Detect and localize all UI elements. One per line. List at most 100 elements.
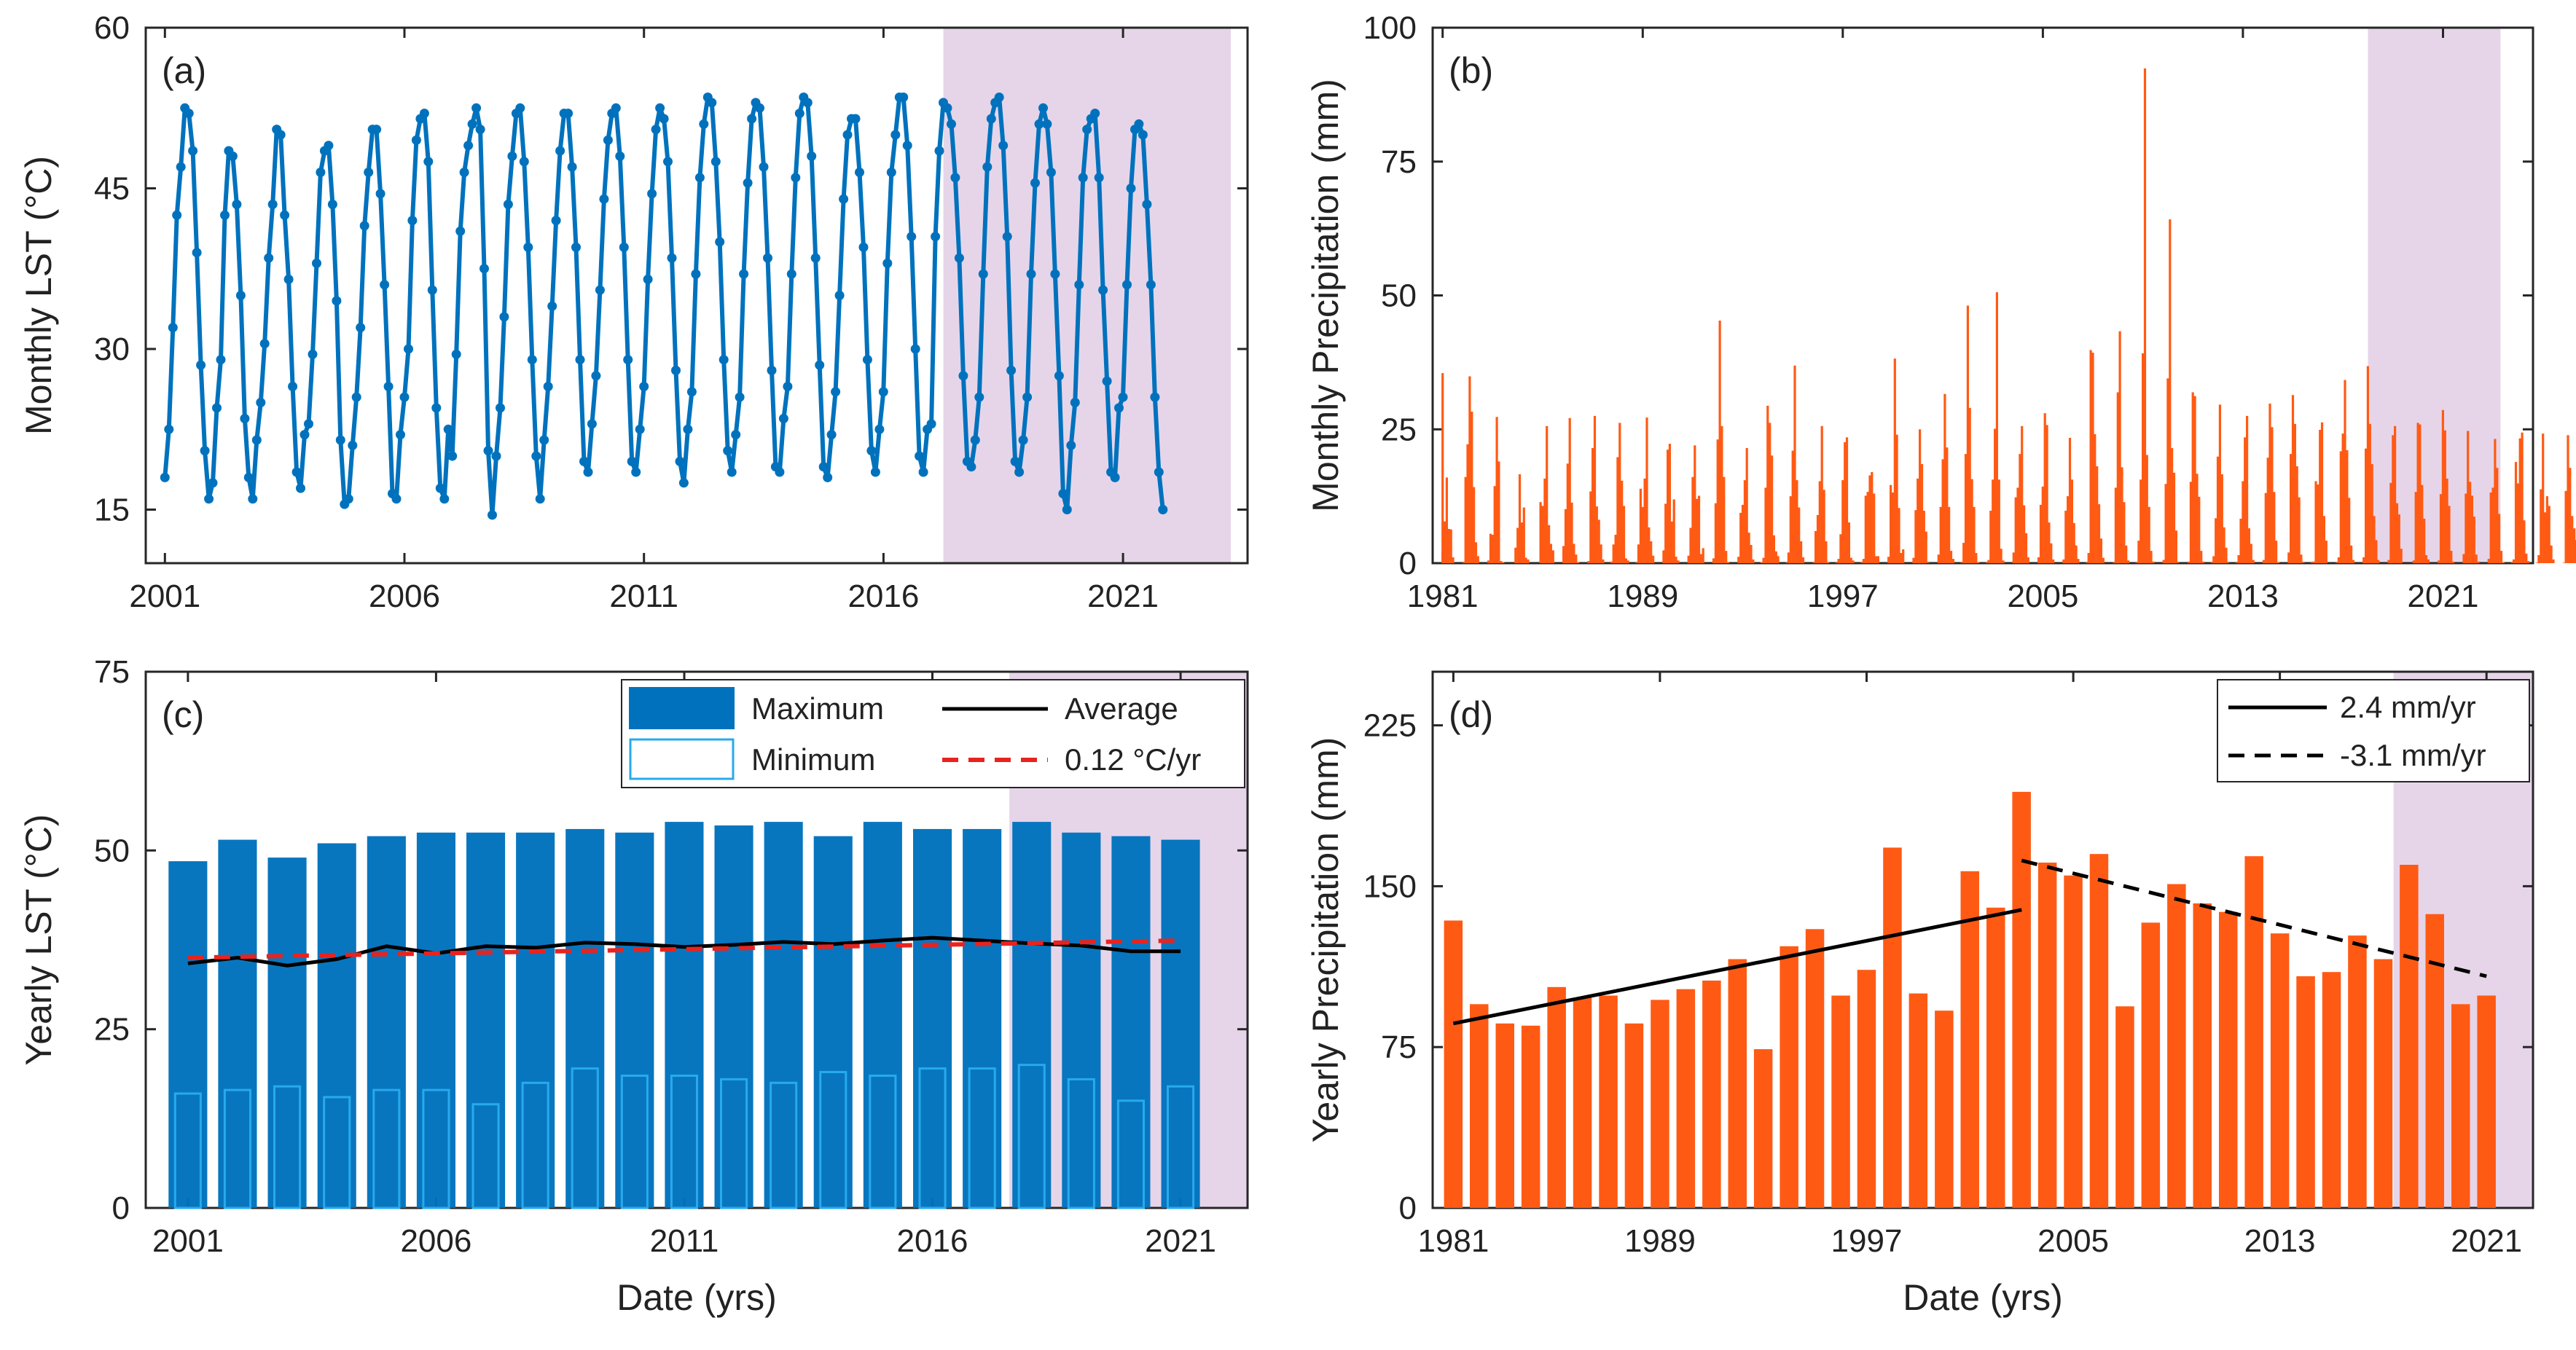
precip-bar (1741, 504, 1745, 563)
precip-bar (1691, 476, 1694, 563)
yearly-precip-bar (1857, 970, 1876, 1208)
lst-point (1134, 119, 1144, 129)
lst-point (802, 98, 813, 108)
lst-point (447, 451, 458, 461)
lst-point (184, 109, 194, 119)
lst-point (866, 446, 877, 456)
precip-bar (1873, 493, 1876, 563)
precip-bar (1752, 559, 1755, 563)
precip-bar (1466, 444, 1469, 563)
legend-label-decreasing: -3.1 mm/yr (2340, 738, 2486, 772)
lst-point (543, 382, 553, 391)
lst-point (791, 173, 801, 183)
precip-bar (2575, 540, 2576, 563)
x-tick-label: 2013 (2244, 1223, 2316, 1259)
yearly-precip-bar (2244, 856, 2263, 1208)
precip-bar (2543, 512, 2547, 563)
lst-point (383, 382, 394, 391)
precip-bar (1860, 562, 1863, 563)
lst-point (667, 253, 677, 263)
lst-point (691, 269, 701, 279)
lst-point (571, 242, 581, 252)
lst-point (611, 103, 621, 113)
lst-point (296, 483, 305, 493)
y-axis-label: Monthly LST (°C) (18, 156, 59, 435)
x-tick-label: 2013 (2207, 578, 2279, 614)
precip-bar (2062, 559, 2065, 563)
precip-bar (1902, 549, 1905, 563)
lst-point (587, 419, 597, 429)
precip-bar (1777, 556, 1780, 563)
lst-point (1154, 467, 1164, 477)
precip-bar (1827, 562, 1830, 563)
precip-bar (1548, 525, 1551, 563)
lst-point (1038, 103, 1048, 113)
precip-bar (1502, 562, 1505, 563)
precip-bar (2573, 528, 2576, 563)
precip-bar (1962, 543, 1965, 563)
lst-point (335, 435, 345, 445)
precip-bar (2427, 559, 2430, 563)
lst-point (1062, 505, 1072, 514)
lst-point (431, 403, 442, 413)
lst-point (743, 178, 753, 188)
precip-bar (2237, 555, 2240, 563)
precip-bar (1793, 365, 1796, 563)
precip-bar (1912, 557, 1915, 563)
precip-bar (1835, 562, 1838, 563)
yearly-precip-bar (2400, 865, 2419, 1208)
precip-bar (2064, 511, 2067, 563)
yearly-precip-bar (2219, 911, 2238, 1208)
precip-bar (2016, 487, 2019, 563)
precip-bar (1495, 417, 1498, 563)
lst-point (275, 130, 286, 140)
lst-point (683, 424, 693, 434)
precip-bar (2268, 404, 2271, 563)
y-tick-label: 0 (112, 1190, 130, 1226)
trend-line-increasing (1452, 908, 2022, 1026)
lst-point (831, 387, 841, 397)
precip-bar (2118, 331, 2121, 563)
x-tick-label: 2021 (1087, 578, 1159, 614)
lst-point (555, 146, 565, 156)
lst-point (719, 355, 729, 365)
x-tick-label: 2011 (650, 1223, 719, 1259)
min-bar (422, 1088, 450, 1209)
lst-point (731, 430, 741, 440)
precip-bar (2375, 540, 2378, 563)
lst-point (327, 200, 337, 209)
min-bar (323, 1096, 351, 1209)
lst-point (515, 103, 525, 113)
lst-point (240, 414, 250, 423)
lst-point (862, 355, 872, 365)
precip-bar (2077, 559, 2080, 563)
lst-point (356, 323, 366, 333)
precip-bar (2039, 504, 2043, 563)
yearly-precip-bar (1547, 986, 1566, 1208)
precip-bar (2317, 484, 2319, 563)
y-tick-label: 0 (1399, 1190, 1417, 1226)
precip-bar (2216, 456, 2220, 563)
precip-bar (2215, 518, 2217, 563)
precip-bar (1699, 554, 1702, 563)
lst-point (1058, 489, 1068, 498)
x-tick-label: 2016 (897, 1223, 968, 1259)
lst-point (1138, 130, 1148, 140)
lst-point (839, 194, 849, 204)
y-tick-label: 0 (1399, 546, 1417, 581)
lst-point (499, 312, 509, 322)
precip-bar (2312, 561, 2315, 563)
precip-bar (2239, 519, 2242, 563)
precip-bar (1890, 484, 1892, 563)
precip-bar (1616, 457, 1619, 563)
yearly-precip-bar (1624, 1023, 1644, 1208)
yearly-precip-bar (2270, 933, 2290, 1208)
precip-bar (2344, 380, 2346, 563)
precip-bar (2462, 554, 2465, 563)
precip-bar (2125, 545, 2128, 563)
lst-point (807, 151, 817, 161)
lst-point (858, 242, 869, 252)
lst-point (475, 125, 485, 135)
precip-bar (1871, 472, 1874, 563)
